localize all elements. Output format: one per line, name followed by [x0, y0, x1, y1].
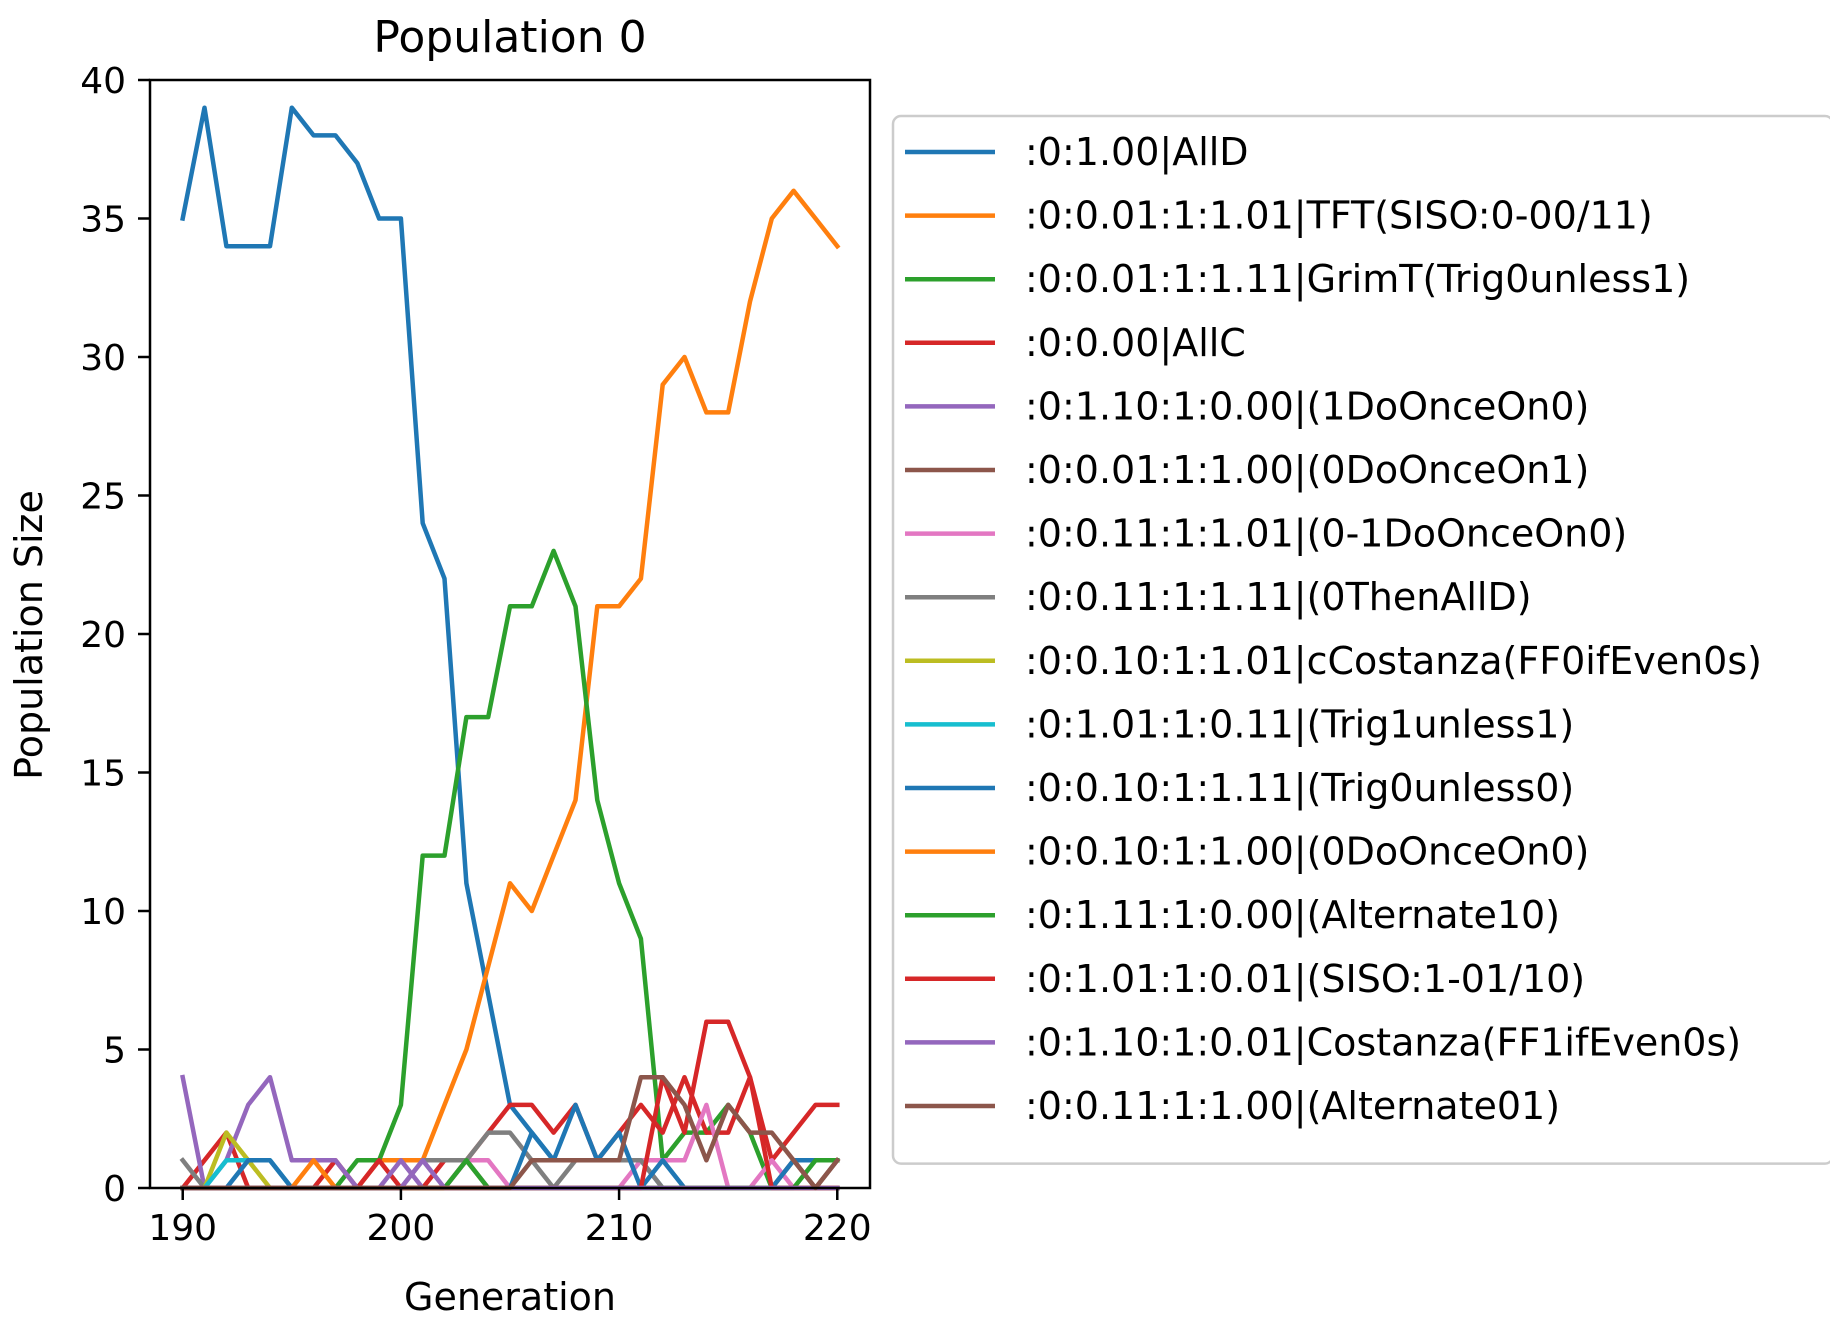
y-tick-label: 5 [103, 1031, 126, 1072]
axes: 190 200 210 220 0 5 10 15 20 25 30 35 40 [80, 61, 871, 1249]
series-line-1 [180, 105, 840, 1191]
y-tick-label: 20 [80, 615, 126, 656]
y-tick-label: 15 [80, 754, 126, 795]
legend-entry: :0:0.10:1:1.00|(0DoOnceOn0) [1025, 830, 1589, 875]
y-axis-label: Population Size [7, 490, 51, 780]
series-layer [179, 105, 841, 1192]
y-tick-label: 35 [80, 200, 126, 241]
legend: :0:1.00|AllD :0:0.01:1:1.01|TFT(SISO:0-00… [891, 114, 1830, 1165]
legend-entry: :0:0.01:1:1.01|TFT(SISO:0-00/11) [1025, 194, 1653, 239]
y-tick-label: 25 [80, 477, 126, 518]
legend-entry: :0:0.11:1:1.01|(0-1DoOnceOn0) [1025, 512, 1627, 557]
y-tick-label: 10 [80, 892, 126, 933]
chart-title: Population 0 [373, 12, 646, 63]
legend-entry: :0:1.01:1:0.01|(SISO:1-01/10) [1025, 957, 1585, 1002]
x-tick-label: 200 [367, 1208, 436, 1249]
legend-entry: :0:0.10:1:1.01|cCostanza(FF0ifEven0s) [1025, 639, 1762, 684]
legend-entry: :0:1.11:1:0.00|(Alternate10) [1025, 893, 1560, 938]
series-line-9 [180, 1130, 840, 1191]
legend-entry: :0:0.01:1:1.00|(0DoOnceOn1) [1025, 448, 1589, 493]
legend-entry: :0:1.10:1:0.00|(1DoOnceOn0) [1025, 384, 1589, 429]
x-tick-label: 220 [803, 1208, 872, 1249]
series-line-3 [180, 548, 840, 1191]
y-tick-label: 0 [103, 1169, 126, 1210]
legend-entry: :0:1.01:1:0.11|(Trig1unless1) [1025, 702, 1574, 747]
legend-entry: :0:0.10:1:1.11|(Trig0unless0) [1025, 766, 1574, 811]
series-line-8 [179, 1130, 840, 1191]
y-tick-label: 30 [80, 338, 126, 379]
legend-entry: :0:0.11:1:1.00|(Alternate01) [1025, 1084, 1560, 1129]
legend-entry: :0:0.01:1:1.11|GrimT(Trig0unless1) [1025, 257, 1690, 302]
legend-entry: :0:1.10:1:0.01|Costanza(FF1ifEven0s) [1025, 1020, 1741, 1065]
x-tick-label: 210 [585, 1208, 654, 1249]
legend-entry: :0:0.00|AllC [1025, 321, 1246, 366]
x-axis-label: Generation [404, 1275, 616, 1319]
series-line-2 [180, 188, 841, 1191]
legend-entry: :0:1.00|AllD [1025, 130, 1249, 175]
y-tick-label: 40 [80, 61, 126, 102]
x-tick-label: 190 [148, 1208, 217, 1249]
legend-box [891, 114, 1830, 1165]
legend-entry: :0:0.11:1:1.11|(0ThenAllD) [1025, 575, 1532, 620]
